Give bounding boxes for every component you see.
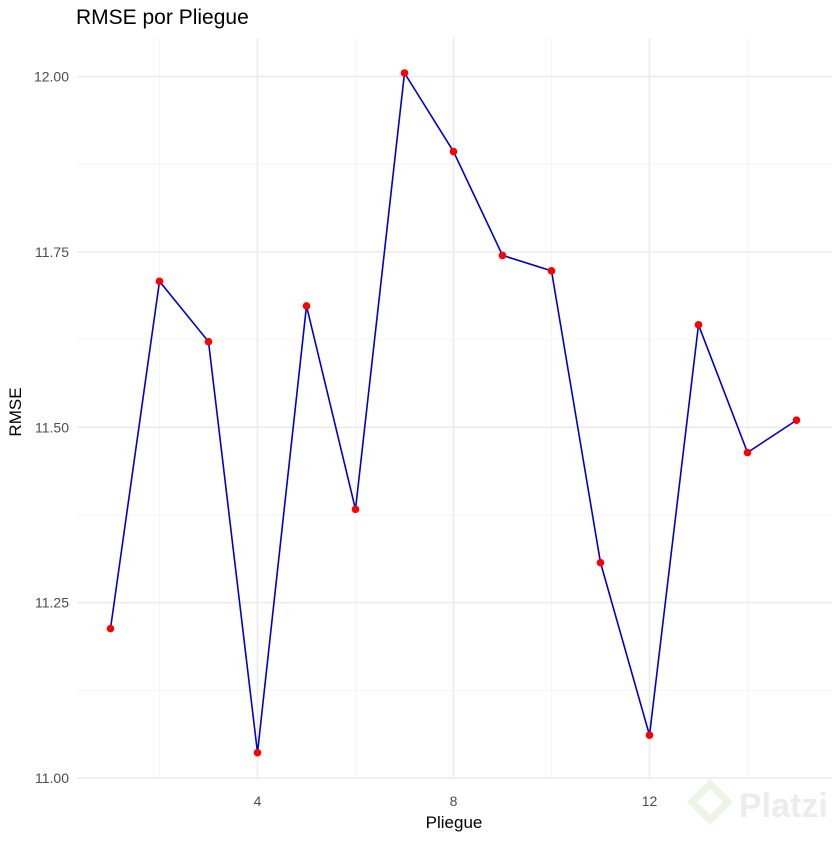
data-point [204, 337, 213, 346]
data-point [792, 416, 801, 425]
data-point [596, 558, 605, 567]
data-point [694, 321, 703, 329]
data-point [302, 302, 311, 310]
y-tick-label: 11.50 [35, 419, 69, 435]
y-tick-label: 11.25 [35, 595, 69, 611]
y-axis-label: RMSE [6, 387, 25, 436]
data-point [743, 448, 752, 457]
data-point [547, 267, 556, 275]
platzi-logo-icon [687, 779, 733, 825]
data-point [645, 731, 654, 740]
y-tick-label: 11.75 [35, 244, 69, 260]
data-point [498, 251, 507, 260]
x-tick-label: 12 [642, 793, 658, 809]
x-tick-label: 4 [254, 793, 262, 809]
platzi-watermark: Platzi [687, 779, 828, 825]
tick-labels: 4 8 12 11.00 11.25 11.50 11.75 12.00 [34, 69, 658, 810]
y-tick-label: 11.00 [35, 770, 69, 786]
chart-title: RMSE por Pliegue [76, 6, 249, 29]
data-point [253, 748, 262, 757]
data-point [155, 277, 164, 286]
data-point [106, 624, 115, 633]
x-axis-label: Pliegue [426, 813, 483, 832]
data-point [400, 69, 409, 77]
grid [77, 38, 832, 779]
data-point [351, 505, 360, 514]
series-points-group [106, 69, 801, 757]
y-tick-label: 12.00 [34, 69, 69, 85]
x-tick-label: 8 [450, 793, 458, 809]
watermark-text: Platzi [739, 787, 828, 825]
data-point [449, 147, 458, 156]
